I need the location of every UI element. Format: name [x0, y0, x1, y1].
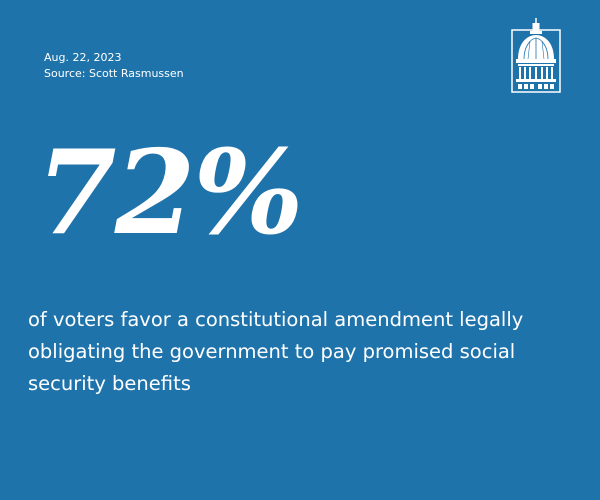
- date-label: Aug. 22, 2023: [44, 51, 122, 64]
- capitol-dome-icon: [511, 17, 561, 93]
- headline-stat: 72%: [36, 125, 304, 261]
- meta-block: Aug. 22, 2023 Source: Scott Rasmussen: [44, 50, 184, 82]
- source-label: Source: Scott Rasmussen: [44, 67, 184, 80]
- headline-description: of voters favor a constitutional amendme…: [28, 308, 524, 395]
